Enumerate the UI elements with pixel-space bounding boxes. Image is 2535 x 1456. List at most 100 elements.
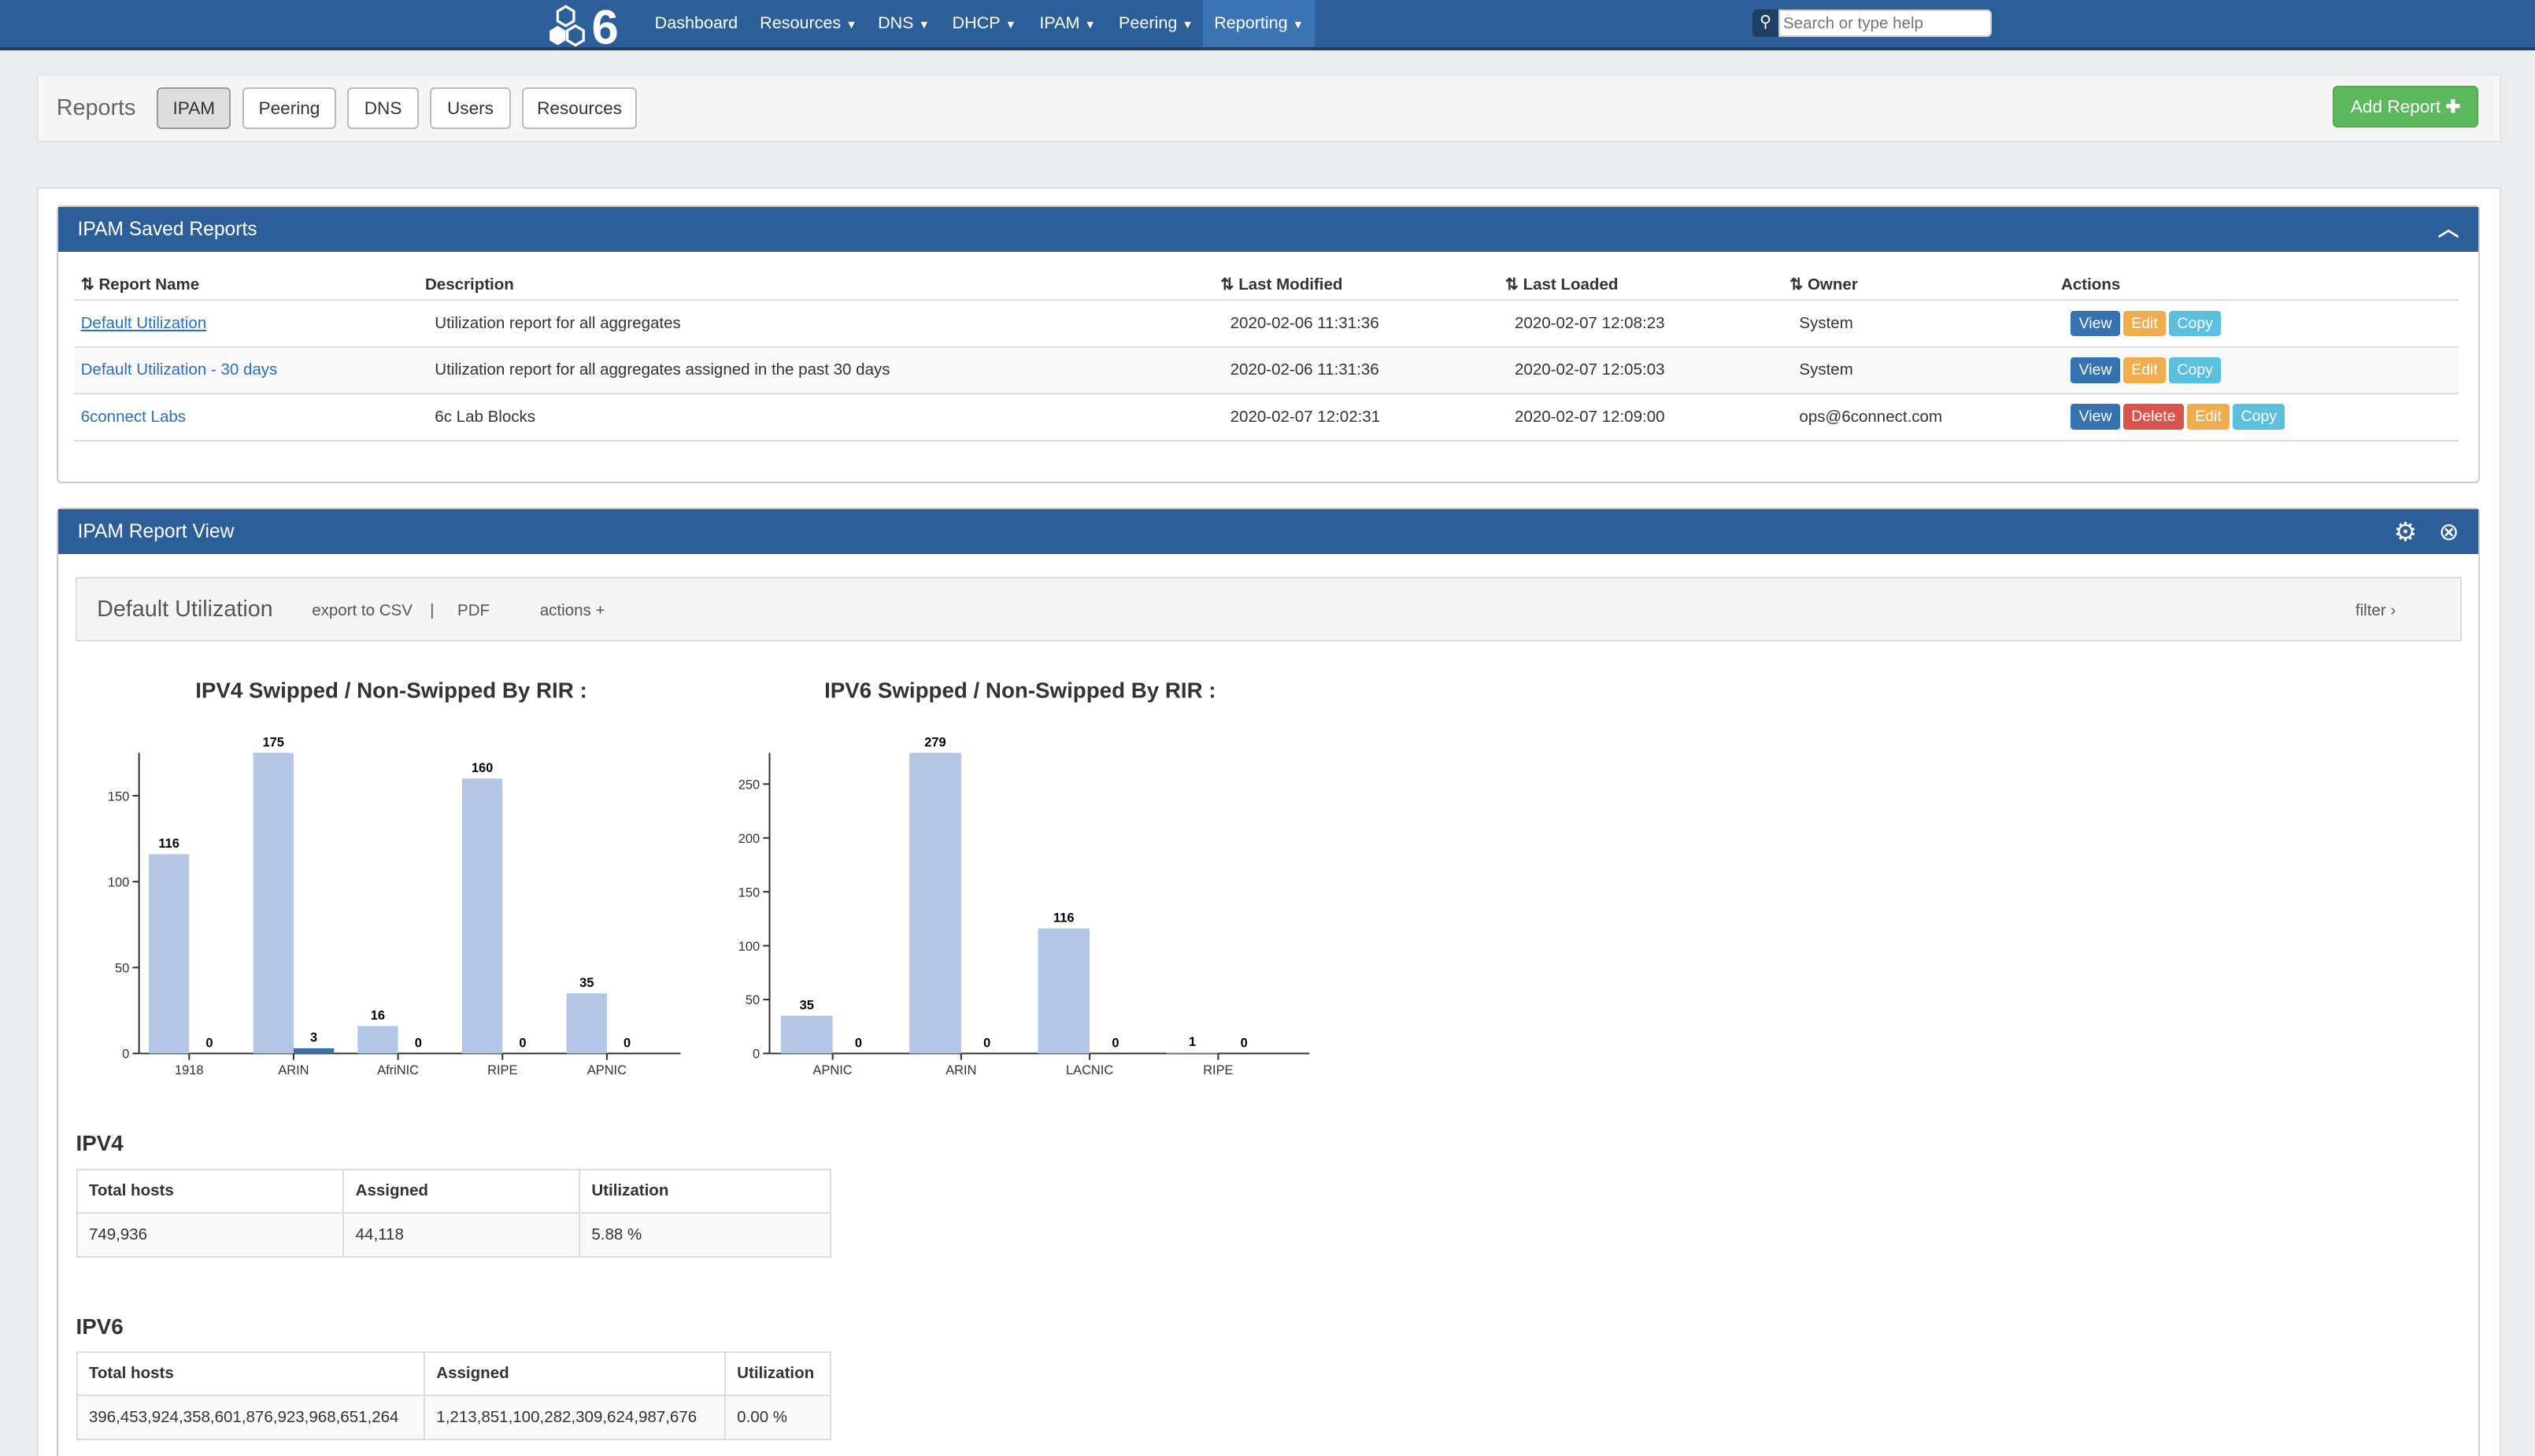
assigned: 1,213,851,100,282,309,624,987,676 [423,1395,726,1440]
col-actions: Actions [2054,269,2459,301]
tab-users[interactable]: Users [430,87,511,130]
caret-down-icon: ▼ [1084,19,1096,31]
owner: System [1782,346,2055,395]
edit-button[interactable]: Edit [2122,310,2167,337]
y-tick-label: 100 [108,876,129,890]
nav-dashboard[interactable]: Dashboard [654,13,738,32]
logo-icon[interactable]: 6 [546,2,631,47]
caret-down-icon: ▼ [1292,19,1305,31]
filter-toggle[interactable]: filter › [2355,601,2396,619]
bar [1166,1052,1219,1054]
ipv6-chart: IPV6 Swipped / Non-Swipped By RIR :05010… [738,678,1310,1078]
owner: ops@6connect.com [1782,394,2055,442]
table-row: Default Utilization - 30 days Utilizatio… [74,346,2459,395]
bar [253,752,294,1054]
view-button[interactable]: View [2071,404,2120,431]
caret-down-icon: ▼ [1005,19,1016,31]
data-label: 160 [472,761,493,775]
copy-button[interactable]: Copy [2233,404,2285,431]
reports-toolbar: Reports IPAM Peering DNS Users Resources… [37,74,2501,142]
col-last-loaded[interactable]: ⇅ Last Loaded [1498,269,1783,301]
export-csv-link[interactable]: export to CSV [312,601,413,619]
edit-button[interactable]: Edit [2186,404,2230,431]
close-circle-icon[interactable]: ⊗ [2438,517,2459,545]
last-modified: 2020-02-07 12:02:31 [1214,394,1499,442]
x-tick-label: APNIC [813,1064,853,1078]
svg-text:6: 6 [592,2,619,46]
data-label: 1 [1189,1035,1196,1049]
report-link[interactable]: Default Utilization - 30 days [80,360,278,379]
x-tick-label: 1918 [175,1064,203,1078]
data-label: 35 [800,999,814,1013]
utilization: 5.88 % [578,1212,831,1258]
description: 6c Lab Blocks [418,394,1215,442]
collapse-chevron-icon[interactable]: ︿ [2437,216,2459,241]
top-navbar: 6 Dashboard Resources ▼ DNS ▼ DHCP ▼ IPAM ▼ … [0,0,2535,50]
tab-resources[interactable]: Resources [522,87,637,130]
nav-ipam[interactable]: IPAM ▼ [1039,13,1096,32]
last-loaded: 2020-02-07 12:09:00 [1498,394,1783,442]
copy-button[interactable]: Copy [2169,310,2222,337]
saved-reports-panel: IPAM Saved Reports ︿ ⇅ Report Name Descr… [56,205,2481,483]
report-name: Default Utilization [97,596,273,622]
header-assigned: Assigned [423,1351,726,1397]
header-assigned: Assigned [342,1168,580,1214]
pdf-link[interactable]: PDF [457,601,490,619]
utilization: 0.00 % [723,1395,831,1440]
delete-button[interactable]: Delete [2122,404,2184,431]
y-tick-label: 50 [115,962,129,976]
last-modified: 2020-02-06 11:31:36 [1214,346,1499,395]
edit-button[interactable]: Edit [2122,357,2167,383]
reports-title: Reports [56,95,136,121]
data-label: 16 [371,1009,385,1023]
bar [909,752,961,1054]
bar [148,854,190,1054]
chevron-right-icon: › [2390,601,2396,619]
report-link[interactable]: Default Utilization [80,313,207,332]
data-label: 0 [1241,1037,1248,1051]
bar [1038,929,1090,1054]
y-tick-label: 150 [738,886,760,900]
ipv6-heading: IPV6 [76,1314,124,1339]
ipv4-summary-table: Total hosts Assigned Utilization 749,936 44… [76,1168,831,1258]
search-input[interactable] [1778,9,1992,38]
data-label: 175 [263,736,284,750]
add-report-button[interactable]: Add Report ✚ [2333,85,2478,128]
actions-menu[interactable]: actions + [539,601,605,619]
data-label: 0 [415,1037,422,1051]
tab-peering[interactable]: Peering [242,87,336,130]
separator: | [430,601,435,619]
nav-dhcp[interactable]: DHCP ▼ [952,13,1016,32]
col-report-name[interactable]: ⇅ Report Name [74,269,419,301]
bar [461,778,503,1054]
view-button[interactable]: View [2071,357,2120,383]
data-label: 35 [579,976,594,990]
search-icon[interactable]: ⚲ [1752,9,1778,38]
report-link[interactable]: 6connect Labs [80,407,187,426]
x-tick-label: AfriNIC [377,1064,419,1078]
tab-dns[interactable]: DNS [347,87,419,130]
total-hosts: 396,453,924,358,601,876,923,968,651,264 [76,1395,425,1440]
panel-title: IPAM Saved Reports [77,218,257,240]
panel-header: IPAM Report View ⚙ ⊗ [57,508,2479,555]
tab-ipam[interactable]: IPAM [157,87,231,130]
table-row: Default Utilization Utilization report f… [74,300,2459,348]
view-button[interactable]: View [2071,310,2120,337]
nav-reporting[interactable]: Reporting ▼ [1202,0,1315,47]
last-loaded: 2020-02-07 12:08:23 [1498,300,1783,348]
description: Utilization report for all aggregates as… [418,346,1215,395]
panel-header: IPAM Saved Reports ︿ [57,206,2479,253]
last-modified: 2020-02-06 11:31:36 [1214,300,1499,348]
nav-peering[interactable]: Peering ▼ [1119,13,1193,32]
nav-dns[interactable]: DNS ▼ [878,13,930,32]
nav-resources[interactable]: Resources ▼ [760,13,857,32]
copy-button[interactable]: Copy [2169,357,2222,383]
col-owner[interactable]: ⇅ Owner [1782,269,2055,301]
col-last-modified[interactable]: ⇅ Last Modified [1214,269,1499,301]
caret-down-icon: ▼ [918,19,930,31]
gear-icon[interactable]: ⚙ [2393,516,2418,546]
header-utilization: Utilization [723,1351,831,1397]
bar [566,993,607,1054]
data-label: 0 [205,1037,213,1051]
